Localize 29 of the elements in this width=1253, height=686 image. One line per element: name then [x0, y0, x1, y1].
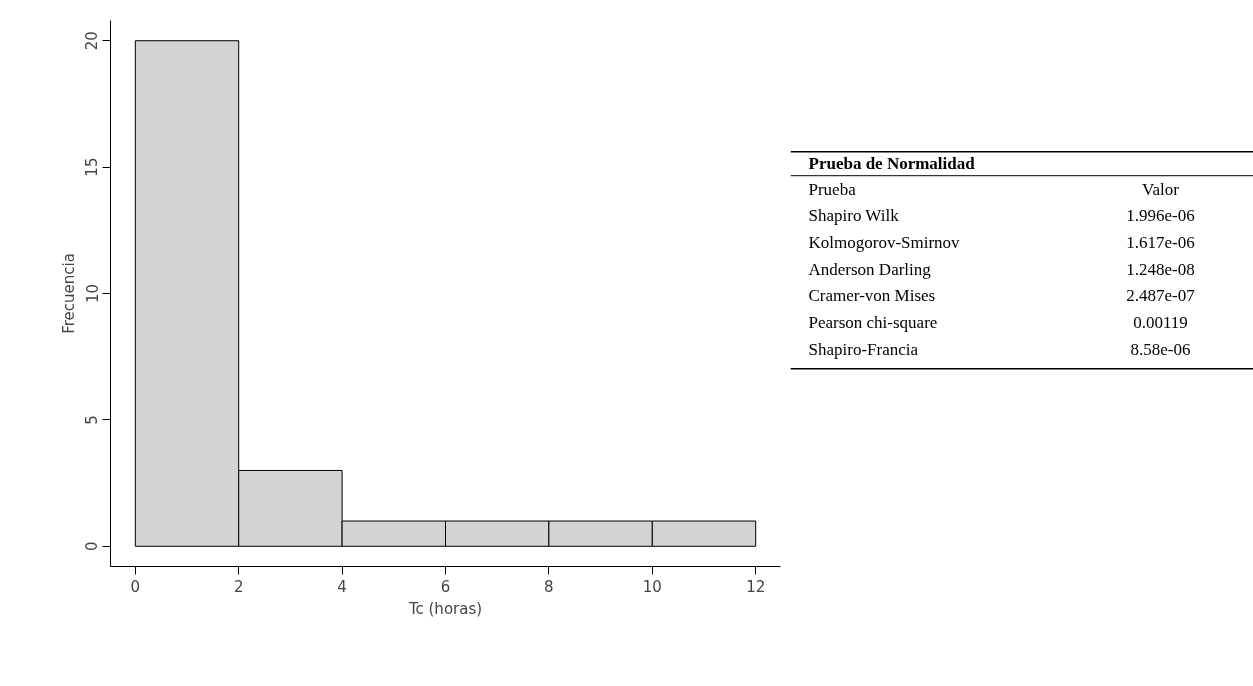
text: 2.487e-07	[1126, 286, 1196, 306]
y-tick-label: 20	[83, 31, 102, 51]
text: Kolmogorov-Smirnov	[808, 233, 961, 253]
text: 0.00119	[1133, 313, 1188, 333]
text: Pearson chi-square	[808, 313, 938, 333]
y-tick-label: 5	[83, 415, 102, 425]
x-tick-label: 8	[544, 577, 554, 596]
text: Prueba de Normalidad	[808, 154, 976, 174]
text: Shapiro Wilk	[808, 206, 900, 226]
text: Shapiro-Francia	[808, 339, 919, 359]
x-tick-label: 10	[642, 577, 662, 596]
text: Anderson Darling	[808, 259, 932, 279]
text: Valor	[1142, 179, 1180, 199]
text: 8.58e-06	[1130, 339, 1191, 359]
x-tick-label: 4	[337, 577, 347, 596]
x-tick-label: 2	[233, 577, 244, 596]
y-axis-title: Frecuencia	[59, 253, 78, 334]
x-axis-title: Tc (horas)	[407, 599, 483, 618]
text: Prueba	[808, 179, 857, 199]
x-tick-label: 12	[746, 577, 766, 596]
text: 1.617e-06	[1126, 233, 1195, 253]
y-tick-label: 15	[83, 157, 102, 177]
x-tick-label: 0	[130, 577, 141, 596]
text: 1.996e-06	[1126, 206, 1195, 226]
text: 1.248e-08	[1126, 259, 1195, 279]
text: Cramer-von Mises	[808, 286, 936, 306]
x-tick-label: 6	[440, 577, 451, 596]
y-tick-label: 0	[83, 541, 102, 552]
y-tick-label: 10	[83, 283, 102, 304]
